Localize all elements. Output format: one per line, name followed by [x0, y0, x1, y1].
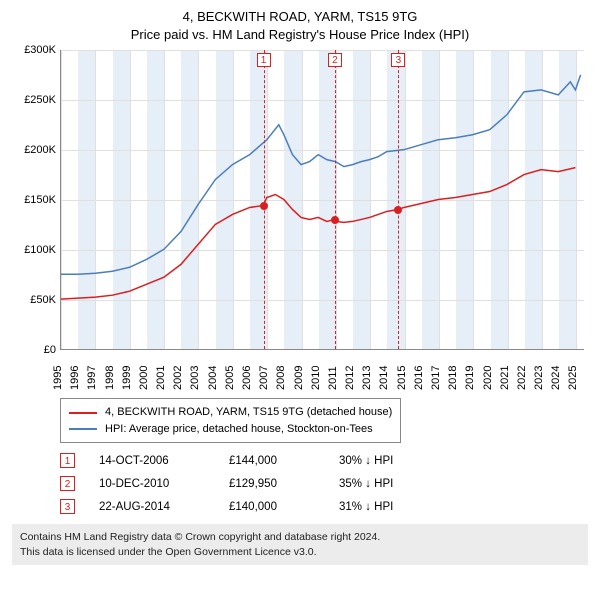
x-tick-label: 1997 [86, 366, 98, 390]
events-table: 1 14-OCT-2006£144,00030% ↓ HPI 2 10-DEC-201… [60, 453, 588, 514]
legend-label: 4, BECKWITH ROAD, YARM, TS15 9TG (detach… [105, 404, 392, 421]
marker-line [335, 50, 336, 349]
x-tick-label: 2019 [464, 366, 476, 390]
line-layer [61, 50, 584, 349]
x-tick-label: 2023 [533, 366, 545, 390]
y-tick-label: £100K [24, 244, 56, 256]
legend-label: HPI: Average price, detached house, Stoc… [105, 421, 373, 438]
x-tick-label: 2006 [241, 366, 253, 390]
event-row: 1 14-OCT-2006£144,00030% ↓ HPI [60, 453, 588, 468]
y-tick-label: £300K [24, 44, 56, 56]
event-badge: 2 [60, 476, 75, 491]
x-tick-label: 2021 [499, 366, 511, 390]
event-date: 22-AUG-2014 [99, 501, 229, 513]
event-delta: 31% ↓ HPI [339, 501, 459, 513]
marker-line [264, 50, 265, 349]
marker-badge: 3 [391, 53, 405, 67]
x-tick-label: 2020 [482, 366, 494, 390]
marker-line [398, 50, 399, 349]
x-tick-label: 2024 [550, 366, 562, 390]
marker-badge: 1 [257, 53, 271, 67]
x-tick-label: 2015 [396, 366, 408, 390]
series-line [61, 168, 575, 300]
x-tick-label: 1998 [104, 366, 116, 390]
x-tick-label: 2003 [189, 366, 201, 390]
event-row: 3 22-AUG-2014£140,00031% ↓ HPI [60, 499, 588, 514]
event-row: 2 10-DEC-2010£129,95035% ↓ HPI [60, 476, 588, 491]
plot-area: 1 2 3 [60, 50, 584, 350]
event-badge: 1 [60, 453, 75, 468]
y-tick-label: £150K [24, 194, 56, 206]
x-tick-label: 2005 [224, 366, 236, 390]
x-tick-label: 2001 [155, 366, 167, 390]
series-line [61, 75, 581, 274]
x-tick-label: 1995 [52, 366, 64, 390]
x-tick-label: 2012 [344, 366, 356, 390]
x-tick-label: 2025 [567, 366, 579, 390]
legend-row: HPI: Average price, detached house, Stoc… [69, 421, 392, 438]
x-tick-label: 2011 [327, 367, 339, 391]
title-line-2: Price paid vs. HM Land Registry's House … [12, 26, 588, 44]
x-tick-label: 2010 [310, 366, 322, 390]
marker-badge: 2 [328, 53, 342, 67]
chart-area: £0£50K£100K£150K£200K£250K£300K 123 1995… [12, 50, 588, 390]
y-tick-label: £50K [30, 294, 56, 306]
x-tick-label: 2000 [138, 366, 150, 390]
legend-row: 4, BECKWITH ROAD, YARM, TS15 9TG (detach… [69, 404, 392, 421]
x-tick-label: 2008 [275, 366, 287, 390]
chart-container: 4, BECKWITH ROAD, YARM, TS15 9TG Price p… [0, 0, 600, 590]
x-tick-label: 2022 [516, 366, 528, 390]
x-tick-label: 2016 [413, 366, 425, 390]
x-tick-label: 2018 [447, 366, 459, 390]
x-tick-label: 1999 [121, 366, 133, 390]
y-axis: £0£50K£100K£150K£200K£250K£300K [12, 50, 60, 350]
attribution: Contains HM Land Registry data © Crown c… [12, 524, 588, 564]
x-tick-label: 2017 [430, 366, 442, 390]
x-tick-label: 2014 [378, 366, 390, 390]
title-block: 4, BECKWITH ROAD, YARM, TS15 9TG Price p… [12, 8, 588, 44]
x-tick-label: 1996 [69, 366, 81, 390]
marker-dot [331, 216, 339, 224]
event-date: 14-OCT-2006 [99, 455, 229, 467]
event-price: £129,950 [229, 478, 339, 490]
x-axis: 1995199619971998199920002001200220032004… [60, 350, 584, 390]
x-tick-label: 2009 [293, 366, 305, 390]
y-tick-label: £0 [44, 344, 56, 356]
event-date: 10-DEC-2010 [99, 478, 229, 490]
title-line-1: 4, BECKWITH ROAD, YARM, TS15 9TG [12, 8, 588, 26]
x-tick-label: 2013 [361, 366, 373, 390]
marker-dot [260, 202, 268, 210]
legend: 4, BECKWITH ROAD, YARM, TS15 9TG (detach… [60, 398, 401, 443]
event-price: £140,000 [229, 501, 339, 513]
event-delta: 30% ↓ HPI [339, 455, 459, 467]
event-price: £144,000 [229, 455, 339, 467]
attribution-line-1: Contains HM Land Registry data © Crown c… [20, 530, 580, 544]
event-delta: 35% ↓ HPI [339, 478, 459, 490]
event-badge: 3 [60, 499, 75, 514]
legend-swatch [69, 428, 97, 430]
legend-swatch [69, 412, 97, 414]
x-tick-label: 2004 [207, 366, 219, 390]
marker-dot [394, 206, 402, 214]
attribution-line-2: This data is licensed under the Open Gov… [20, 545, 580, 559]
x-tick-label: 2002 [172, 366, 184, 390]
y-tick-label: £250K [24, 94, 56, 106]
x-tick-label: 2007 [258, 366, 270, 390]
y-tick-label: £200K [24, 144, 56, 156]
